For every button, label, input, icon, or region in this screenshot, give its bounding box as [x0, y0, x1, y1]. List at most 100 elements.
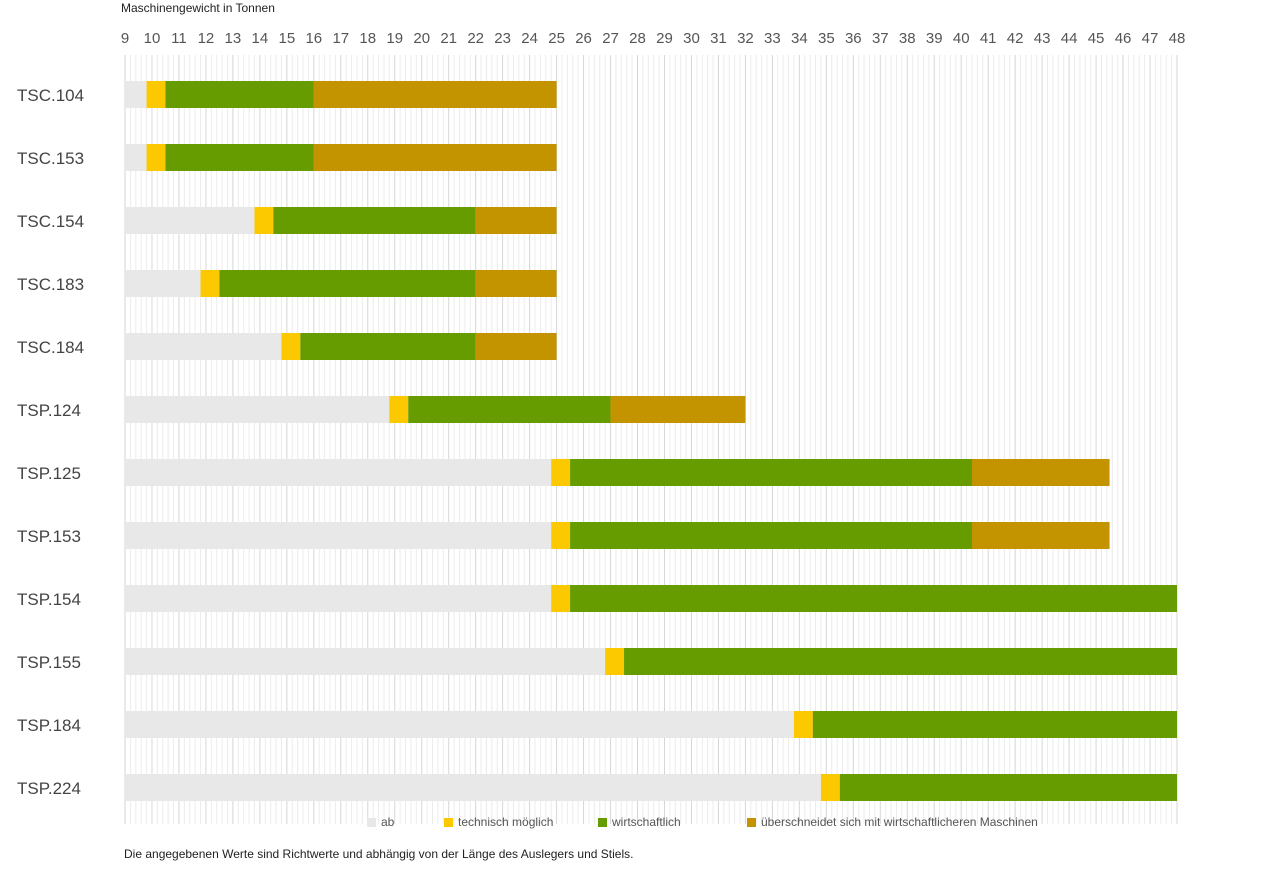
bar-segment-ab — [125, 522, 552, 549]
x-tick-label: 13 — [225, 30, 242, 47]
bar-segment-technisch — [254, 207, 274, 234]
bar-segment-wirtschaftlich — [408, 396, 611, 423]
x-tick-label: 26 — [575, 30, 592, 47]
x-tick-label: 32 — [737, 30, 754, 47]
bar-segment-überschneidet — [475, 270, 557, 297]
legend-item: wirtschaftlich — [598, 815, 681, 829]
bar-segment-ab — [125, 396, 390, 423]
x-tick-label: 19 — [386, 30, 403, 47]
x-tick-label: 9 — [121, 30, 129, 47]
bar-segment-technisch — [281, 333, 301, 360]
category-label: TSP.125 — [17, 464, 81, 483]
x-tick-label: 27 — [602, 30, 619, 47]
x-tick-label: 41 — [980, 30, 997, 47]
x-tick-label: 16 — [305, 30, 322, 47]
x-tick-label: 48 — [1169, 30, 1186, 47]
category-label: TSP.124 — [17, 401, 81, 420]
bar-segment-überschneidet — [971, 522, 1110, 549]
bar-segment-technisch — [200, 270, 220, 297]
x-tick-label: 20 — [413, 30, 430, 47]
bar-segment-wirtschaftlich — [624, 648, 1177, 675]
category-label: TSC.153 — [17, 149, 84, 168]
legend-label: ab — [381, 815, 395, 829]
bar-segment-ab — [125, 144, 147, 171]
legend-item: ab — [367, 815, 394, 829]
x-tick-label: 15 — [279, 30, 296, 47]
legend-swatch — [598, 817, 607, 827]
x-tick-label: 42 — [1007, 30, 1024, 47]
bar-segment-technisch — [551, 522, 571, 549]
bar-segment-wirtschaftlich — [219, 270, 476, 297]
legend-item: technisch möglich — [444, 815, 553, 829]
bar-segment-wirtschaftlich — [300, 333, 476, 360]
x-tick-label: 40 — [953, 30, 970, 47]
bar-segment-ab — [125, 648, 606, 675]
x-tick-label: 30 — [683, 30, 700, 47]
bar-segment-überschneidet — [475, 207, 557, 234]
category-label: TSP.153 — [17, 527, 81, 546]
bar-segment-technisch — [551, 585, 571, 612]
bar-segment-wirtschaftlich — [165, 81, 314, 108]
legend-label: wirtschaftlich — [612, 815, 681, 829]
bar-segment-technisch — [146, 144, 166, 171]
bar-segment-ab — [125, 81, 147, 108]
x-tick-label: 18 — [359, 30, 376, 47]
bar-segment-technisch — [389, 396, 409, 423]
bar-segment-ab — [125, 774, 821, 801]
x-tick-label: 10 — [144, 30, 161, 47]
x-tick-label: 14 — [252, 30, 269, 47]
x-tick-label: 17 — [332, 30, 349, 47]
x-tick-label: 22 — [467, 30, 484, 47]
bar-segment-überschneidet — [971, 459, 1110, 486]
x-tick-label: 37 — [872, 30, 889, 47]
legend-swatch — [367, 817, 376, 827]
bar-segment-ab — [125, 333, 282, 360]
legend-swatch — [444, 817, 453, 827]
bar-segment-wirtschaftlich — [570, 459, 972, 486]
legend-item: überschneidet sich mit wirtschaftlichere… — [747, 815, 1038, 829]
x-tick-label: 36 — [845, 30, 862, 47]
bar-segment-wirtschaftlich — [165, 144, 314, 171]
legend-swatch — [747, 817, 756, 827]
x-tick-label: 38 — [899, 30, 916, 47]
bar-segment-überschneidet — [313, 81, 557, 108]
bar-segment-technisch — [551, 459, 571, 486]
bar-segment-technisch — [605, 648, 625, 675]
bar-segment-wirtschaftlich — [273, 207, 476, 234]
bar-segment-überschneidet — [475, 333, 557, 360]
bar-segment-ab — [125, 459, 552, 486]
bar-segment-wirtschaftlich — [570, 585, 1177, 612]
x-tick-label: 35 — [818, 30, 835, 47]
bar-segment-wirtschaftlich — [839, 774, 1177, 801]
category-label: TSC.183 — [17, 275, 84, 294]
x-tick-label: 39 — [926, 30, 943, 47]
legend-label: technisch möglich — [458, 815, 554, 829]
bar-segment-wirtschaftlich — [812, 711, 1177, 738]
x-tick-label: 47 — [1142, 30, 1159, 47]
x-tick-label: 11 — [171, 30, 187, 47]
x-tick-label: 12 — [198, 30, 215, 47]
category-label: TSP.224 — [17, 779, 81, 798]
bar-segment-ab — [125, 207, 255, 234]
footnote: Die angegebenen Werte sind Richtwerte un… — [124, 847, 634, 861]
x-tick-label: 45 — [1088, 30, 1105, 47]
x-axis-label: Maschinengewicht in Tonnen — [121, 1, 275, 15]
category-label: TSP.155 — [17, 653, 81, 672]
x-tick-label: 31 — [710, 30, 727, 47]
category-label: TSC.184 — [17, 338, 84, 357]
x-tick-label: 28 — [629, 30, 646, 47]
x-tick-label: 24 — [521, 30, 538, 47]
legend-label: überschneidet sich mit wirtschaftlichere… — [761, 815, 1038, 829]
bar-segment-ab — [125, 585, 552, 612]
bar-segment-technisch — [146, 81, 166, 108]
x-tick-label: 21 — [440, 30, 457, 47]
bar-segment-überschneidet — [610, 396, 746, 423]
bar-segment-überschneidet — [313, 144, 557, 171]
x-tick-label: 25 — [548, 30, 565, 47]
x-tick-label: 46 — [1115, 30, 1132, 47]
x-tick-label: 23 — [494, 30, 511, 47]
bar-segment-ab — [125, 711, 794, 738]
x-tick-label: 29 — [656, 30, 673, 47]
category-label: TSP.154 — [17, 590, 81, 609]
